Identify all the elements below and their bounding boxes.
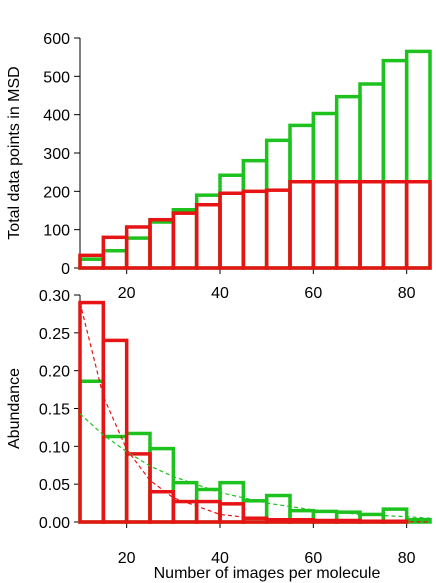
bar-green	[78, 379, 106, 524]
bar-green	[171, 207, 199, 270]
bar-red	[334, 180, 362, 270]
bar-red	[194, 499, 222, 524]
bar-red	[194, 203, 222, 270]
bar-red	[311, 180, 339, 270]
y-tick-label: 100	[43, 223, 70, 240]
bar-green	[358, 82, 386, 270]
x-tick-label: 60	[304, 285, 322, 302]
bar-green	[148, 220, 176, 270]
bar-green	[381, 58, 409, 270]
bar-green	[311, 111, 339, 270]
x-tick-label: 60	[304, 550, 322, 567]
y-tick-label: 200	[43, 184, 70, 201]
y-tick-label: 0.10	[39, 439, 70, 456]
bar-green	[148, 446, 176, 524]
bar-green	[241, 158, 269, 270]
x-tick-label: 80	[398, 285, 416, 302]
bar-red	[101, 235, 129, 270]
series-red	[78, 300, 409, 524]
series-green	[78, 49, 432, 270]
bar-green	[218, 173, 246, 270]
bar-red	[218, 191, 246, 270]
bar-green	[288, 123, 316, 270]
bar-red	[148, 217, 176, 270]
bar-red	[148, 489, 176, 524]
bar-red	[404, 180, 432, 270]
x-tick-label: 20	[118, 550, 136, 567]
bar-green	[264, 138, 292, 270]
bar-green	[101, 249, 129, 270]
bar-red	[358, 180, 386, 270]
y-tick-label: 0	[61, 261, 70, 278]
y-axis-label: Abundance	[6, 368, 23, 449]
y-tick-label: 300	[43, 146, 70, 163]
bar-red	[381, 180, 409, 270]
bar-green	[404, 49, 432, 270]
x-axis-label: Number of images per molecule	[154, 565, 381, 582]
bar-red	[78, 300, 106, 524]
bar-red	[78, 253, 106, 270]
y-tick-label: 600	[43, 31, 70, 48]
y-axis-label: Total data points in MSD	[6, 66, 23, 239]
x-tick-label: 80	[398, 550, 416, 567]
y-tick-label: 400	[43, 108, 70, 125]
y-tick-label: 0.15	[39, 402, 70, 419]
chart-panel-1: 0 100 200 300 400 500 600 20 40 60 80 Total data po…	[6, 31, 432, 302]
y-tick-label: 0.20	[39, 364, 70, 381]
x-tick-label: 40	[211, 285, 229, 302]
y-tick-label: 0.30	[39, 288, 70, 305]
y-tick-label: 500	[43, 69, 70, 86]
y-tick-label: 0.25	[39, 326, 70, 343]
bar-red	[101, 338, 129, 524]
bar-green	[194, 487, 222, 524]
y-tick-label: 0.00	[39, 515, 70, 532]
bar-green	[124, 431, 152, 524]
bar-red	[288, 180, 316, 270]
bar-red	[171, 211, 199, 270]
bar-red	[124, 452, 152, 524]
fit-curve-red	[79, 302, 431, 523]
bar-red	[241, 189, 269, 270]
bar-green	[101, 434, 129, 524]
bar-red	[218, 502, 246, 524]
x-tick-label: 40	[211, 550, 229, 567]
bar-red	[124, 225, 152, 270]
fit-curve-green	[79, 413, 431, 519]
bar-red	[171, 499, 199, 524]
series-red	[78, 180, 432, 270]
y-tick-label: 0.05	[39, 477, 70, 494]
bar-red	[264, 188, 292, 270]
chart-panel-2: 0.00 0.05 0.10 0.15 0.20 0.25 0.30 20 40 60 80 Abun…	[6, 288, 432, 582]
bar-green	[124, 236, 152, 270]
x-tick-label: 20	[118, 285, 136, 302]
